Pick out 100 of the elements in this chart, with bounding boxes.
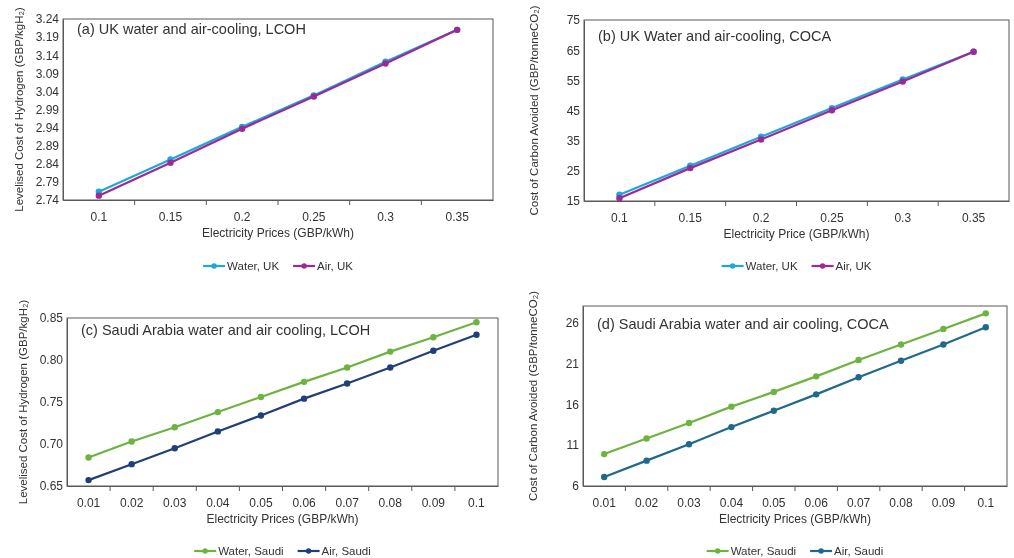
x-axis-title: Electricity Price (GBP/kWh) [723, 227, 870, 241]
x-tick-label: 0.1 [977, 495, 995, 510]
y-tick-label: 2.99 [35, 102, 60, 117]
point [601, 450, 608, 458]
y-tick-label: 2.79 [35, 175, 60, 190]
y-tick-label: 0.65 [39, 479, 64, 494]
y-tick-label: 3.19 [35, 30, 60, 45]
y-tick-label: 25 [566, 164, 581, 179]
point [214, 408, 222, 416]
x-tick-label: 0.15 [678, 210, 703, 225]
x-axis-title: Electricity Prices (GBP/kWh) [718, 512, 872, 526]
point [257, 412, 265, 419]
y-tick-label: 6 [572, 479, 580, 494]
legend-label: Air, UK [317, 260, 354, 273]
x-tick-label: 0.08 [378, 495, 403, 510]
x-tick-label: 0.06 [804, 495, 829, 510]
point [128, 438, 135, 445]
point [616, 195, 623, 202]
y-axis-title: Cost of Carbon Avoided (GBP/tonneCO₂) [527, 290, 539, 502]
x-tick-label: 0.25 [302, 209, 326, 224]
y-tick-label: 21 [565, 356, 580, 371]
legend-label: Water, UK [745, 260, 798, 273]
y-tick-label: 15 [566, 194, 581, 209]
y-tick-label: 3.24 [35, 12, 60, 27]
y-tick-label: 26 [565, 315, 580, 330]
y-tick-label: 2.84 [35, 157, 60, 172]
point [128, 460, 135, 468]
y-tick-label: 0.85 [39, 311, 64, 326]
point [171, 445, 178, 452]
point [300, 378, 308, 386]
point [813, 373, 820, 380]
y-tick-label: 2.89 [35, 139, 60, 154]
point [897, 341, 905, 348]
point [770, 407, 777, 414]
x-tick-label: 0.07 [335, 495, 360, 510]
x-tick-label: 0.1 [611, 210, 629, 225]
x-tick-label: 0.3 [894, 210, 912, 225]
x-tick-label: 0.03 [163, 495, 187, 510]
x-tick-label: 0.01 [76, 495, 101, 510]
x-tick-label: 0.03 [677, 495, 701, 510]
x-tick-label: 0.1 [468, 495, 486, 510]
y-tick-label: 16 [565, 397, 580, 412]
point [685, 441, 693, 448]
y-tick-label: 0.80 [39, 353, 64, 368]
y-tick-label: 0.75 [39, 395, 64, 410]
point [770, 388, 777, 396]
point [85, 476, 92, 484]
y-axis-title: Levelised Cost of Hydrogen (GBP/kgH₂) [17, 299, 29, 505]
legend-label: Water, Saudi [218, 545, 284, 558]
point [728, 403, 735, 410]
x-axis-title: Electricity Prices (GBP/kWh) [201, 226, 355, 240]
point [601, 473, 608, 481]
point [85, 454, 92, 461]
legend-label: Air, Saudi [321, 545, 371, 558]
point [387, 364, 394, 371]
point [982, 310, 989, 317]
y-tick-label: 45 [566, 103, 581, 118]
point [430, 334, 437, 341]
point [343, 380, 351, 387]
point [940, 341, 947, 348]
point [982, 324, 989, 331]
y-tick-label: 35 [566, 134, 581, 149]
x-tick-label: 0.04 [719, 495, 744, 510]
point [813, 391, 820, 398]
x-tick-label: 0.2 [752, 210, 770, 225]
legend-label: Air, UK [835, 260, 872, 273]
x-tick-label: 0.01 [592, 495, 617, 510]
legend-label: Water, UK [227, 260, 280, 273]
point [643, 435, 650, 442]
point [430, 347, 437, 354]
x-tick-label: 0.09 [421, 495, 446, 510]
y-tick-label: 75 [566, 13, 581, 28]
text: (b) UK Water and air-cooling, COCA [598, 28, 832, 45]
y-axis-title: Levelised Cost of Hydrogen (GBP/kgH₂) [13, 7, 25, 212]
x-tick-label: 0.07 [846, 495, 871, 510]
point [257, 393, 265, 401]
point [855, 356, 862, 364]
point [214, 428, 222, 435]
chart-title: (c) Saudi Arabia water and air cooling, LCOH [81, 322, 371, 339]
y-tick-label: 0.70 [39, 437, 64, 452]
y-tick-label: 65 [566, 43, 581, 58]
x-tick-label: 0.08 [889, 495, 913, 510]
y-tick-label: 3.09 [35, 66, 60, 81]
point [940, 325, 947, 333]
y-tick-label: 2.94 [35, 120, 60, 135]
y-tick-label: 3.04 [35, 84, 60, 99]
point [171, 424, 178, 431]
chart-title: (a) UK water and air-cooling, LCOH [77, 21, 306, 38]
x-tick-label: 0.04 [206, 495, 230, 510]
x-tick-label: 0.06 [292, 495, 317, 510]
y-tick-label: 2.74 [35, 193, 60, 208]
point [897, 357, 905, 365]
x-tick-label: 0.05 [249, 495, 273, 510]
x-tick-label: 0.25 [820, 210, 844, 225]
y-tick-label: 11 [566, 438, 580, 453]
x-tick-label: 0.02 [119, 495, 144, 510]
point [685, 419, 693, 427]
legend-label: Air, Saudi [834, 545, 884, 558]
point [473, 319, 480, 326]
y-axis-title: Cost of Carbon Avoided (GBP/tonneCO₂) [528, 5, 540, 216]
